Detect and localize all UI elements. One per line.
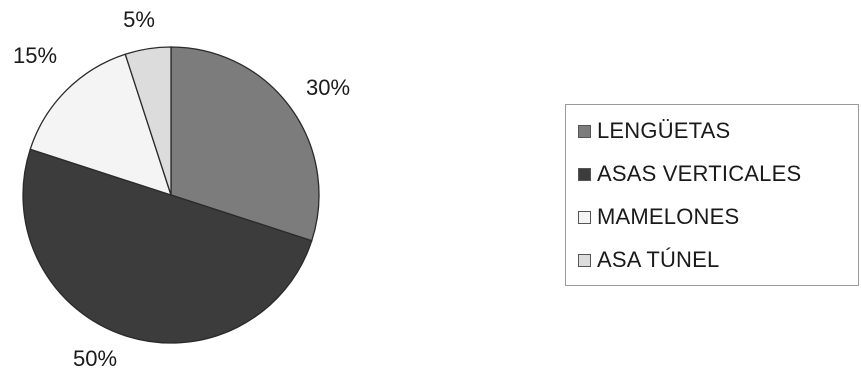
pie-slice-1 — [22, 148, 313, 344]
slice-percent-label-1: 50% — [73, 346, 117, 371]
pie-slice-0 — [170, 46, 320, 242]
legend-swatch-asas-verticales — [578, 167, 591, 181]
legend-swatch-mamelones — [578, 210, 591, 224]
legend-item-asas-verticales: ASAS VERTICALES — [578, 161, 801, 187]
slice-percent-label-2: 15% — [13, 43, 57, 68]
slice-percent-label-3: 5% — [123, 7, 155, 32]
legend-item-lenguetas: LENGÜETAS — [578, 118, 730, 144]
pie-slice-2 — [29, 53, 173, 197]
legend-swatch-lenguetas — [578, 124, 591, 138]
legend-swatch-asa-tunel — [578, 253, 591, 267]
slice-percent-label-0: 30% — [306, 75, 350, 100]
legend-label-asas-verticales: ASAS VERTICALES — [597, 161, 802, 186]
legend-item-asa-tunel: ASA TÚNEL — [578, 247, 719, 273]
legend-label-asa-tunel: ASA TÚNEL — [597, 247, 720, 272]
legend-label-mamelones: MAMELONES — [597, 204, 740, 229]
legend-item-mamelones: MAMELONES — [578, 204, 739, 230]
legend: LENGÜETAS ASAS VERTICALES MAMELONES ASA … — [565, 104, 859, 286]
legend-label-lenguetas: LENGÜETAS — [597, 118, 731, 143]
pie-slice-3 — [124, 46, 172, 196]
